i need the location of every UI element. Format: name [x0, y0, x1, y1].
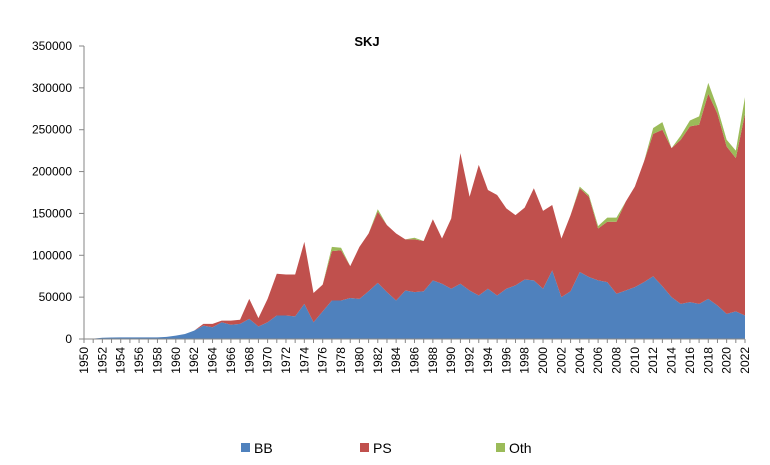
y-tick-label: 300000 [32, 81, 72, 95]
x-tick-label: 1960 [169, 347, 183, 374]
series-area-bb [84, 270, 745, 339]
x-tick-label: 1996 [499, 347, 513, 374]
x-tick-label: 1980 [352, 347, 366, 374]
x-tick-label: 1970 [261, 347, 275, 374]
x-tick-label: 1988 [426, 347, 440, 374]
x-tick-label: 2014 [665, 347, 679, 374]
x-tick-label: 2002 [554, 347, 568, 374]
x-tick-label: 2022 [738, 347, 752, 374]
y-tick-label: 250000 [32, 123, 72, 137]
x-tick-label: 1986 [408, 347, 422, 374]
x-tick-label: 2020 [720, 347, 734, 374]
series-area-ps [84, 93, 745, 339]
legend-swatch-bb [241, 443, 250, 452]
x-tick-label: 1954 [114, 347, 128, 374]
x-tick-label: 1978 [334, 347, 348, 374]
x-tick-label: 1950 [77, 347, 91, 374]
x-tick-label: 2018 [701, 347, 715, 374]
legend: BB PS Oth [241, 440, 532, 456]
y-tick-label: 50000 [39, 290, 73, 304]
legend-label-bb: BB [254, 440, 273, 456]
axes-group: 0 50000 100000 150000 200000 250000 300000 3500… [32, 39, 752, 374]
x-tick-label: 1994 [481, 347, 495, 374]
x-tick-label: 2000 [536, 347, 550, 374]
x-tick-label: 1992 [463, 347, 477, 374]
legend-label-oth: Oth [509, 440, 532, 456]
x-tick-label: 1974 [297, 347, 311, 374]
y-tick-label: 200000 [32, 165, 72, 179]
area-series-group [84, 82, 745, 339]
x-tick-label: 1990 [444, 347, 458, 374]
x-tick-label: 2012 [646, 347, 660, 374]
x-tick-label: 1982 [371, 347, 385, 374]
x-tick-label: 1972 [279, 347, 293, 374]
chart-title: SKJ [354, 34, 379, 49]
x-tick-label: 2008 [609, 347, 623, 374]
y-tick-label: 100000 [32, 248, 72, 262]
y-tick-label: 0 [65, 332, 72, 346]
legend-swatch-oth [496, 443, 505, 452]
x-tick-label: 1984 [389, 347, 403, 374]
x-tick-label: 2016 [683, 347, 697, 374]
y-tick-label: 350000 [32, 39, 72, 53]
x-tick-label: 1956 [132, 347, 146, 374]
x-tick-label: 1966 [224, 347, 238, 374]
legend-label-ps: PS [373, 440, 392, 456]
x-tick-label: 1952 [95, 347, 109, 374]
x-tick-label: 1998 [518, 347, 532, 374]
x-tick-label: 2004 [573, 347, 587, 374]
y-tick-label: 150000 [32, 206, 72, 220]
x-tick-label: 2006 [591, 347, 605, 374]
x-tick-label: 1976 [316, 347, 330, 374]
legend-swatch-ps [360, 443, 369, 452]
x-tick-label: 1968 [242, 347, 256, 374]
x-tick-label: 2010 [628, 347, 642, 374]
x-tick-label: 1958 [150, 347, 164, 374]
x-tick-label: 1964 [206, 347, 220, 374]
x-tick-label: 1962 [187, 347, 201, 374]
